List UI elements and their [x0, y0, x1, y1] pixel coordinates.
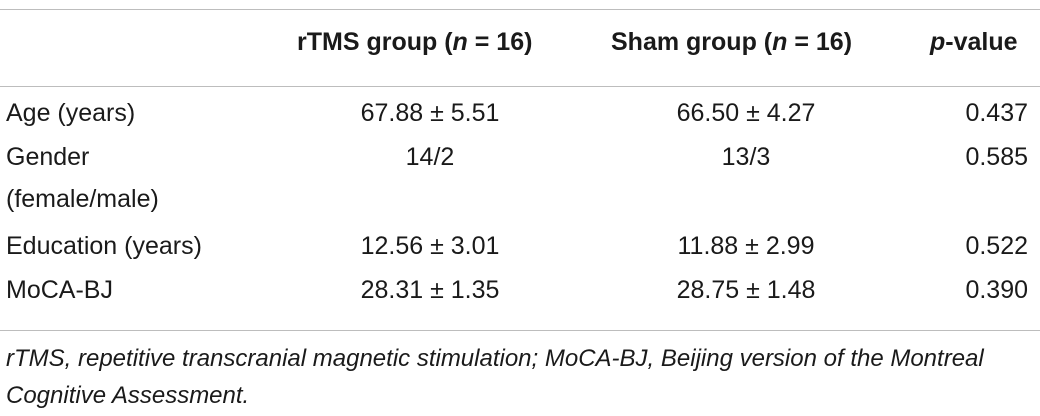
table-top-rule [0, 9, 1040, 10]
header-rtms-group: rTMS group (n = 16) [297, 28, 532, 57]
cell-rtms-education: 12.56 ± 3.01 [360, 232, 500, 260]
row-label-moca: MoCA-BJ [6, 276, 113, 304]
table-footnote: rTMS, repetitive transcranial magnetic s… [6, 345, 984, 409]
cell-sham-age: 66.50 ± 4.27 [676, 99, 816, 127]
header-p-letter: p [930, 28, 946, 56]
row-label-gender-line1: Gender [6, 143, 90, 171]
header-sham-prefix: Sham group ( [611, 28, 773, 56]
header-sham-suffix: = 16) [787, 28, 853, 56]
cell-rtms-gender: 14/2 [405, 143, 455, 171]
cell-p-age: 0.437 [965, 99, 1028, 127]
cell-rtms-moca: 28.31 ± 1.35 [360, 276, 500, 304]
header-sham-group: Sham group (n = 16) [611, 28, 852, 57]
cell-rtms-age: 67.88 ± 5.51 [360, 99, 500, 127]
table-header-row: rTMS group (n = 16) Sham group (n = 16) … [0, 28, 1040, 62]
row-label-gender-line2: (female/male) [6, 185, 159, 213]
cell-p-education: 0.522 [965, 232, 1028, 260]
cell-p-gender: 0.585 [965, 143, 1028, 171]
cell-sham-gender: 13/3 [721, 143, 771, 171]
row-label-age: Age (years) [6, 99, 136, 127]
table-header-rule [0, 86, 1040, 87]
header-p-suffix: -value [945, 28, 1018, 56]
row-label-education: Education (years) [6, 232, 202, 260]
header-p-value: p-value [930, 28, 1018, 57]
header-rtms-suffix: = 16) [467, 28, 533, 56]
table-bottom-rule [0, 330, 1040, 331]
header-sham-n: n [772, 28, 788, 56]
header-rtms-prefix: rTMS group ( [297, 28, 453, 56]
header-rtms-n: n [452, 28, 468, 56]
cell-p-moca: 0.390 [965, 276, 1028, 304]
cell-sham-education: 11.88 ± 2.99 [677, 232, 815, 260]
cell-sham-moca: 28.75 ± 1.48 [676, 276, 816, 304]
row-label-gender: Gender (female/male) [6, 136, 159, 220]
